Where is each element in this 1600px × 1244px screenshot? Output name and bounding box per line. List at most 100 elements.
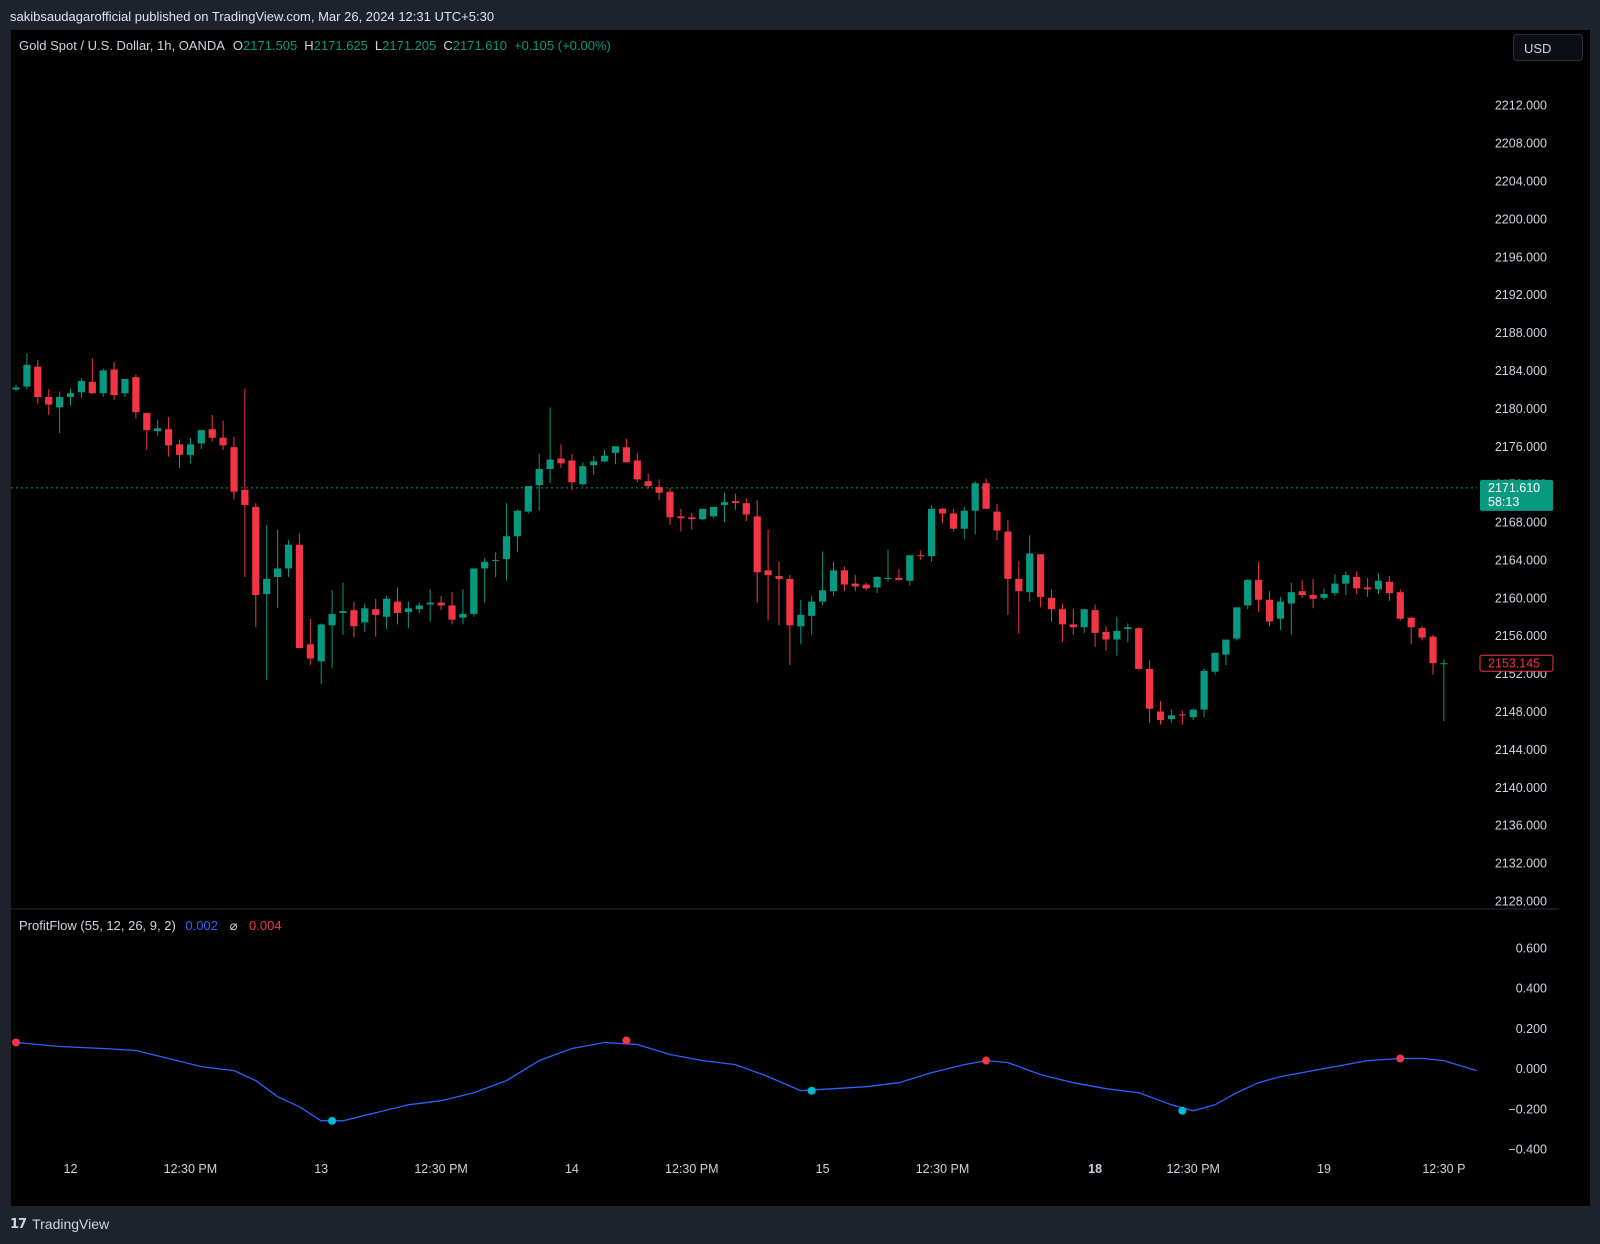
candle-body: [448, 605, 456, 620]
candle-body: [873, 577, 881, 588]
peak-dot: [12, 1038, 20, 1047]
brand-name: TradingView: [32, 1216, 110, 1232]
candle-body: [1364, 587, 1372, 590]
price-tick-label: 2160.000: [1495, 591, 1547, 605]
candle-body: [753, 516, 761, 573]
candle-body: [437, 602, 445, 606]
candle-body: [481, 561, 489, 569]
candle-body: [797, 614, 805, 627]
low-label: L: [374, 38, 383, 53]
time-tick-label: 12:30 PM: [665, 1162, 719, 1176]
price-tick-label: 2168.000: [1495, 516, 1547, 530]
candle-body: [928, 508, 936, 557]
time-tick-label: 15: [816, 1162, 830, 1176]
candle-body: [1102, 631, 1110, 640]
candle-body: [568, 460, 576, 483]
candle-body: [720, 502, 729, 505]
time-tick-label: 12:30 P: [1422, 1162, 1465, 1176]
candle-body: [742, 503, 750, 515]
candle-body: [960, 510, 968, 529]
candle-body: [1156, 711, 1165, 721]
candle-body: [699, 508, 707, 520]
candle-body: [786, 578, 794, 626]
currency-button[interactable]: USD: [1513, 34, 1583, 61]
candle-body: [1396, 592, 1404, 619]
candle-body: [208, 429, 216, 438]
bottom-bar: 17 TradingView: [0, 1206, 1600, 1244]
chart-frame[interactable]: 2212.000 2208.000 2204.000 2200.000 2196.000…: [11, 30, 1590, 1206]
oscillator-line: [15, 1041, 1477, 1122]
candle-body: [1211, 652, 1219, 672]
close-value: 2171.610: [452, 38, 507, 53]
peak-dot: [1396, 1054, 1405, 1063]
price-axis[interactable]: 2212.000 2208.000 2204.000 2200.000 2196.000…: [1495, 99, 1547, 909]
candle-body: [731, 501, 739, 504]
time-axis[interactable]: 12 12:30 PM 13 12:30 PM 14 12:30 PM 15 12:30 PM…: [64, 1162, 1466, 1176]
candle-body: [1222, 639, 1230, 655]
price-tick-label: 2156.000: [1495, 629, 1547, 643]
oscillator-name: ProfitFlow (55, 12, 26, 9, 2): [19, 918, 176, 933]
price-tick-label: 2164.000: [1495, 553, 1547, 567]
oscillator-axis[interactable]: 0.600 0.400 0.200 0.000 −0.200 −0.400: [1508, 942, 1547, 1157]
price-tick-label: 2212.000: [1495, 99, 1547, 113]
oscillator-tick-label: −0.200: [1508, 1102, 1547, 1116]
candle-body: [23, 364, 31, 387]
candle-body: [1167, 715, 1175, 720]
oscillator-tick-label: −0.400: [1508, 1142, 1547, 1156]
last-price-badge: 2171.610 58:13: [1480, 479, 1553, 511]
candle-body: [1276, 601, 1284, 619]
publish-info: sakibsaudagarofficial published on Tradi…: [10, 9, 495, 24]
candle-body: [295, 544, 303, 649]
oscillator-legend[interactable]: ProfitFlow (55, 12, 26, 9, 2) 0.002 ⌀ 0.…: [19, 918, 282, 934]
symbol-name: Gold Spot / U.S. Dollar, 1h, OANDA: [19, 38, 225, 53]
oscillator-separator: ⌀: [229, 918, 238, 933]
candle-body: [1037, 554, 1045, 597]
oscillator-tick-label: 0.000: [1516, 1062, 1547, 1076]
candle-body: [175, 444, 184, 455]
candle-body: [655, 487, 663, 493]
candle-body: [1091, 610, 1099, 633]
candle-body: [415, 605, 423, 610]
candle-body: [186, 444, 194, 455]
candle-body: [851, 583, 859, 587]
oscillator-tick-label: 0.400: [1516, 982, 1547, 996]
candle-body: [241, 489, 249, 505]
candle-body: [317, 624, 325, 662]
candle-body: [644, 481, 652, 487]
candle-body: [1015, 578, 1023, 592]
tradingview-brand[interactable]: 17 TradingView: [10, 1216, 109, 1232]
candle-body: [339, 611, 347, 613]
candle-body: [1407, 617, 1415, 628]
candle-body: [219, 437, 227, 446]
price-tick-label: 2128.000: [1495, 895, 1547, 909]
candle-body: [492, 559, 500, 561]
candle-body: [949, 513, 957, 529]
candle-body: [710, 506, 718, 517]
price-tick-label: 2204.000: [1495, 175, 1547, 189]
candle-body: [426, 602, 434, 605]
candle-body: [666, 491, 674, 518]
candle-body: [513, 510, 521, 537]
candle-body: [601, 455, 609, 462]
candle-body: [252, 506, 260, 595]
chart-svg[interactable]: 2212.000 2208.000 2204.000 2200.000 2196.000…: [11, 30, 1590, 1206]
open-value: 2171.505: [243, 38, 298, 53]
candle-body: [393, 601, 402, 613]
candle-body: [971, 483, 979, 511]
peak-dot: [982, 1056, 991, 1065]
candle-body: [372, 609, 380, 615]
candle-body: [1244, 579, 1252, 606]
peak-dot: [622, 1036, 631, 1045]
candle-body: [1429, 636, 1437, 664]
time-tick-label: 19: [1317, 1162, 1331, 1176]
candle-body: [99, 370, 107, 394]
candle-body: [132, 377, 140, 413]
oscillator-value-1: 0.002: [185, 918, 218, 933]
symbol-legend[interactable]: Gold Spot / U.S. Dollar, 1h, OANDA O 217…: [19, 38, 618, 53]
candle-body: [546, 459, 554, 469]
time-tick-label: 13: [314, 1162, 328, 1176]
candle-body: [470, 568, 478, 614]
candle-body: [1353, 577, 1361, 589]
candle-body: [590, 461, 598, 466]
candle-body: [1026, 553, 1034, 593]
